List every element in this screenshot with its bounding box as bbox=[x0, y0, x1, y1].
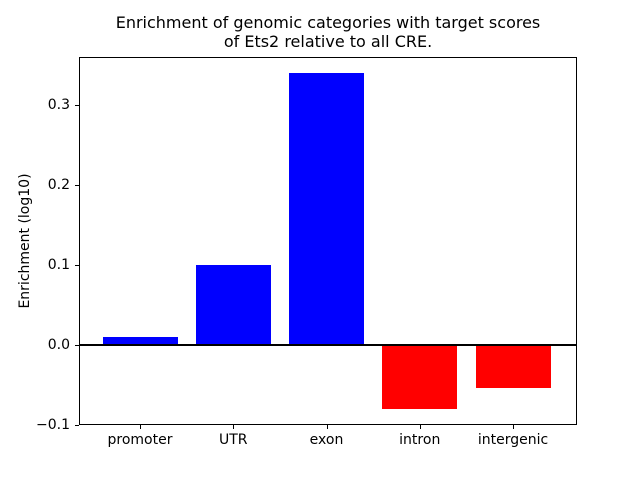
plot-area bbox=[79, 57, 577, 425]
x-tick-label: intron bbox=[399, 432, 441, 448]
x-tick-label: exon bbox=[309, 432, 344, 448]
y-tick-mark bbox=[75, 425, 79, 426]
x-tick-mark bbox=[419, 425, 421, 429]
chart-title: Enrichment of genomic categories with ta… bbox=[115, 13, 541, 51]
x-tick-mark bbox=[513, 425, 514, 429]
y-tick-label: 0.0 bbox=[47, 337, 70, 353]
x-tick-mark bbox=[326, 425, 328, 429]
bar-UTR bbox=[195, 265, 271, 345]
y-tick-label: 0.1 bbox=[47, 257, 70, 273]
x-tick-label: promoter bbox=[107, 432, 173, 448]
y-tick-label: −0.1 bbox=[36, 417, 70, 433]
zero-line bbox=[79, 344, 577, 346]
y-tick-label: 0.3 bbox=[47, 97, 70, 113]
y-tick-mark bbox=[75, 105, 79, 106]
bar-exon bbox=[289, 73, 364, 345]
y-tick-mark bbox=[75, 265, 79, 266]
y-tick-label: 0.2 bbox=[47, 177, 70, 193]
x-tick-mark bbox=[233, 425, 235, 429]
bar-intergenic bbox=[475, 345, 551, 389]
y-tick-mark bbox=[75, 345, 79, 346]
y-tick-mark bbox=[75, 185, 79, 186]
x-tick-label: intergenic bbox=[477, 432, 549, 448]
bar-promoter bbox=[102, 337, 178, 345]
x-tick-mark bbox=[140, 425, 141, 429]
x-tick-label: UTR bbox=[218, 432, 248, 448]
bar-intron bbox=[382, 345, 458, 409]
